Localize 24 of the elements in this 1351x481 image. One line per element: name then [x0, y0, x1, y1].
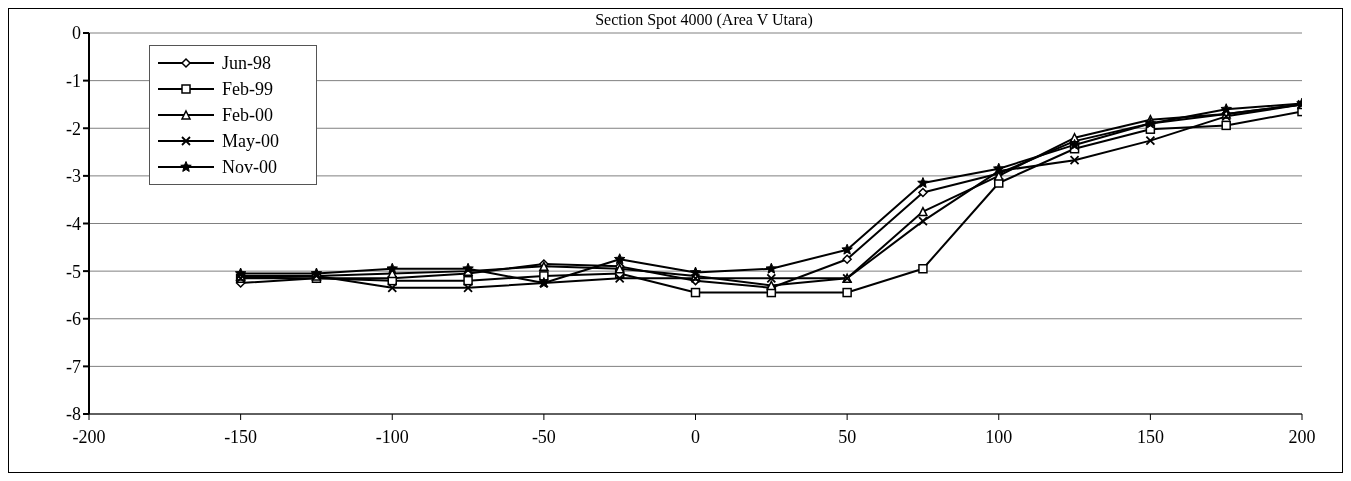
x-tick-label: 0	[691, 426, 700, 447]
y-tick-label: -5	[66, 261, 81, 282]
x-tick-label: 50	[838, 426, 857, 447]
x-tick-label: -50	[531, 426, 556, 447]
y-tick-label: -3	[66, 166, 81, 187]
y-tick-label: -6	[66, 309, 81, 330]
legend-label: Feb-00	[222, 104, 273, 126]
y-tick-label: -2	[66, 118, 81, 139]
legend-label: Feb-99	[222, 78, 273, 100]
legend-label: Nov-00	[222, 156, 277, 178]
x-tick-label: -200	[72, 426, 106, 447]
y-tick-label: -1	[66, 71, 81, 92]
y-tick-label: -7	[66, 356, 81, 377]
chart-title: Section Spot 4000 (Area V Utara)	[594, 11, 814, 29]
x-tick-label: 150	[1136, 426, 1164, 447]
legend-label: Jun-98	[222, 52, 271, 74]
y-tick-label: 0	[72, 23, 81, 44]
legend-label: May-00	[222, 130, 279, 152]
x-tick-label: -150	[224, 426, 258, 447]
x-tick-label: 100	[985, 426, 1013, 447]
x-tick-label: -100	[375, 426, 409, 447]
y-tick-label: -4	[66, 213, 81, 234]
y-tick-label: -8	[66, 404, 81, 425]
x-tick-label: 200	[1288, 426, 1316, 447]
